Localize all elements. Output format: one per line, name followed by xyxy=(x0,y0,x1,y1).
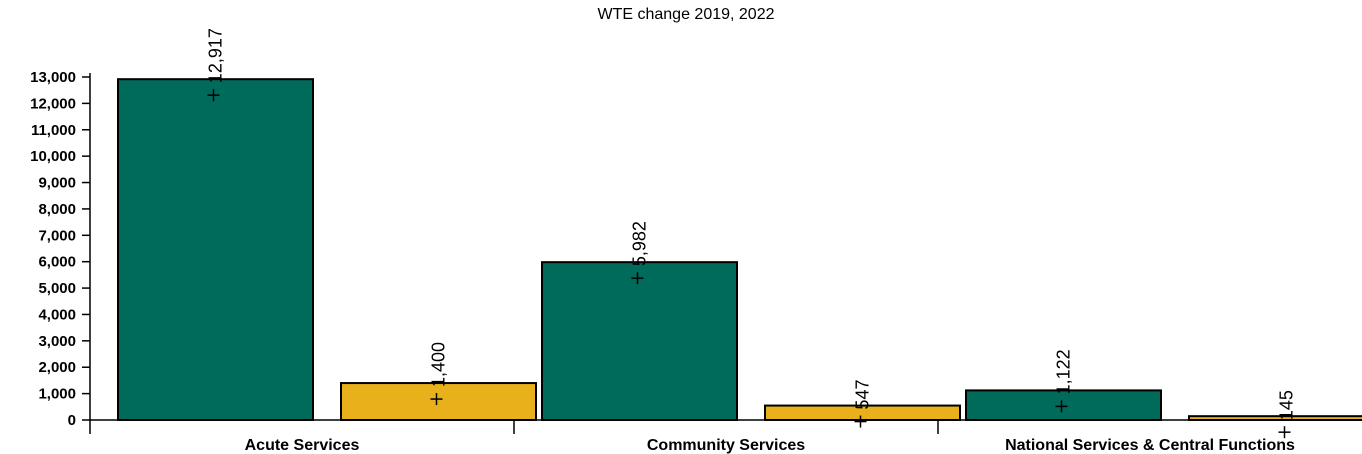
y-tick-label: 9,000 xyxy=(38,175,76,192)
y-tick-label: 1,000 xyxy=(38,386,76,403)
y-tick-label: 10,000 xyxy=(30,148,76,165)
y-tick-label: 0 xyxy=(68,412,76,429)
bar-community-services-series-2 xyxy=(764,404,961,422)
y-tick-label: 2,000 xyxy=(38,359,76,376)
x-axis-ticks: Acute Services Community Services National… xyxy=(245,420,1295,454)
y-tick-label: 13,000 xyxy=(30,69,76,86)
data-labels: 12,917 1,400 5,982 547 1,122 145 xyxy=(206,28,1297,439)
y-tick-label: 5,000 xyxy=(38,280,76,297)
y-tick-label: 7,000 xyxy=(38,227,76,244)
x-tick-label: National Services & Central Functions xyxy=(1005,437,1295,454)
bar-national-services-central-functions-series-1 xyxy=(965,389,1162,421)
bar-national-services-central-functions-series-2 xyxy=(1188,415,1362,421)
data-label: 1,122 xyxy=(1054,349,1074,394)
bar-community-services-series-1 xyxy=(541,261,738,421)
bar-acute-services-series-1 xyxy=(117,78,314,422)
bar-series xyxy=(117,78,1362,422)
data-label: 12,917 xyxy=(206,28,226,83)
y-tick-label: 3,000 xyxy=(38,333,76,350)
data-label: 5,982 xyxy=(630,221,650,266)
bar-acute-services-series-2 xyxy=(340,382,537,421)
data-label: 1,400 xyxy=(429,342,449,387)
y-tick-label: 4,000 xyxy=(38,306,76,323)
x-tick-label: Community Services xyxy=(647,437,805,454)
y-axis-ticks: 0 1,000 2,000 3,000 4,000 5,000 6,000 7,000 8,00… xyxy=(30,69,90,429)
y-tick-label: 12,000 xyxy=(30,95,76,112)
y-tick-label: 6,000 xyxy=(38,254,76,271)
data-label: 547 xyxy=(853,380,873,410)
chart-title: WTE change 2019, 2022 xyxy=(597,6,774,23)
data-label: 145 xyxy=(1277,390,1297,420)
y-tick-label: 8,000 xyxy=(38,201,76,218)
y-tick-label: 11,000 xyxy=(31,122,76,139)
x-tick-label: Acute Services xyxy=(245,437,360,454)
